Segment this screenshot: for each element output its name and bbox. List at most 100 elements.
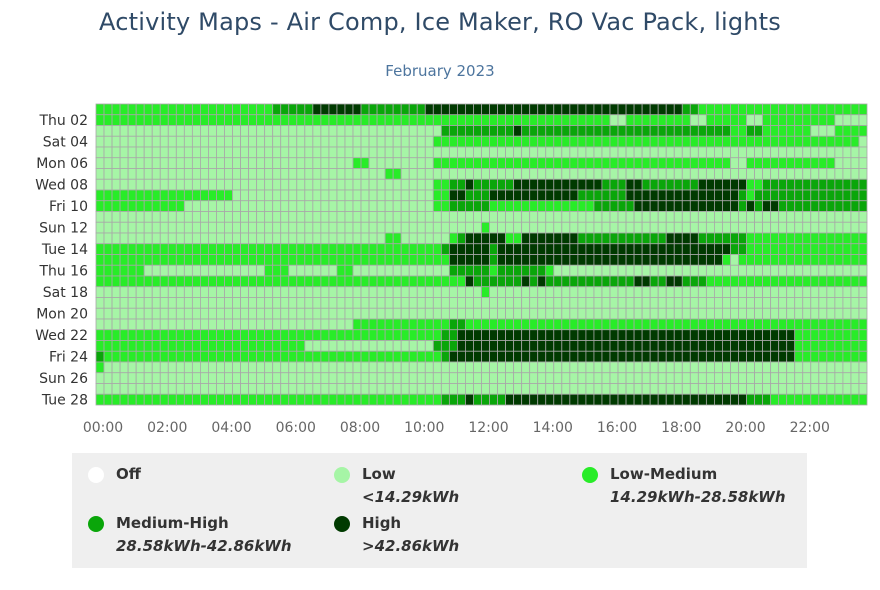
heatmap-cell-low-medium [738, 114, 747, 126]
heatmap-cell-low-medium [191, 189, 201, 202]
heatmap-cell-low [143, 211, 153, 223]
heatmap-cell-low [272, 178, 282, 191]
legend-range-high: >42.86kWh [362, 537, 460, 555]
heatmap-cell-low [794, 146, 804, 159]
heatmap-cell-low [746, 264, 755, 277]
heatmap-cell-low-medium [240, 254, 249, 266]
heatmap-cell-medium-high [633, 232, 643, 245]
heatmap-cell-low [392, 221, 402, 234]
heatmap-cell-high [649, 189, 659, 202]
heatmap-cell-low [416, 189, 426, 202]
heatmap-cell-low-medium [858, 393, 868, 406]
heatmap-cell-low [714, 221, 723, 234]
heatmap-cell-low [400, 372, 410, 384]
heatmap-cell-low-medium [481, 135, 490, 148]
heatmap-cell-low [561, 361, 571, 374]
heatmap-cell-low-medium [681, 157, 691, 169]
heatmap-cell-high [641, 350, 651, 363]
heatmap-cell-low-medium [352, 318, 362, 331]
heatmap-cell-low [103, 307, 113, 320]
heatmap-cell-low [376, 372, 386, 384]
heatmap-cell-low [288, 157, 298, 169]
heatmap-cell-low [95, 178, 105, 191]
heatmap-cell-low-medium [304, 114, 314, 126]
heatmap-cell-low-medium [264, 329, 274, 341]
heatmap-cell-high [529, 254, 539, 266]
heatmap-cell-low [135, 211, 145, 223]
heatmap-cell-low [569, 264, 579, 277]
heatmap-cell-high [328, 103, 338, 116]
heatmap-cell-low-medium [802, 350, 812, 363]
heatmap-cell-low-medium [778, 232, 788, 245]
heatmap-cell-low-medium [320, 350, 330, 363]
heatmap-cell-low-medium [545, 200, 555, 212]
heatmap-cell-low [232, 264, 241, 277]
heatmap-cell-low [167, 318, 177, 331]
heatmap-cell-low [432, 383, 442, 395]
heatmap-cell-low [344, 383, 354, 395]
heatmap-cell-low [312, 189, 322, 202]
heatmap-cell-low [617, 286, 627, 298]
heatmap-cell-high [665, 103, 675, 116]
heatmap-cell-low [304, 307, 314, 320]
heatmap-cell-low-medium [232, 254, 241, 266]
heatmap-cell-low-medium [191, 243, 201, 255]
heatmap-cell-high [553, 232, 563, 245]
heatmap-cell-high [489, 103, 498, 116]
heatmap-cell-high [553, 340, 563, 352]
heatmap-cell-low [256, 168, 266, 180]
heatmap-cell-low [103, 178, 113, 191]
heatmap-cell-low [240, 372, 249, 384]
x-tick-label: 00:00 [83, 420, 123, 436]
heatmap-cell-low-medium [368, 393, 378, 406]
heatmap-cell-low-medium [312, 275, 322, 288]
heatmap-cell-low [288, 178, 298, 191]
heatmap-cell-low-medium [400, 329, 410, 341]
heatmap-cell-high [505, 243, 515, 255]
legend-label-low-medium: Low-Medium [610, 465, 718, 483]
heatmap-cell-low [216, 135, 225, 148]
heatmap-cell-low-medium [842, 350, 852, 363]
heatmap-cell-low-medium [127, 350, 137, 363]
heatmap-cell-high [641, 200, 651, 212]
heatmap-cell-medium-high [529, 264, 539, 277]
heatmap-cell-medium-high [722, 232, 731, 245]
heatmap-cell-low [272, 297, 282, 309]
heatmap-cell-low [585, 383, 595, 395]
heatmap-cell-low [722, 307, 731, 320]
heatmap-cell-medium-high [521, 125, 531, 137]
heatmap-cell-low [216, 157, 225, 169]
heatmap-cell-high [465, 350, 474, 363]
heatmap-cell-low [786, 307, 796, 320]
heatmap-cell-low [826, 168, 836, 180]
heatmap-cell-low [304, 340, 314, 352]
heatmap-cell-low [232, 178, 241, 191]
heatmap-cell-high [561, 178, 571, 191]
heatmap-cell-low [762, 168, 772, 180]
heatmap-cell-low [689, 297, 699, 309]
heatmap-cell-low [392, 189, 402, 202]
heatmap-cell-low [746, 168, 755, 180]
heatmap-cell-low [424, 146, 434, 159]
heatmap-cell-medium-high [657, 275, 667, 288]
heatmap-cell-low-medium [175, 275, 185, 288]
heatmap-cell-low [264, 125, 274, 137]
heatmap-cell-high [561, 340, 571, 352]
heatmap-cell-high [569, 340, 579, 352]
heatmap-cell-low [770, 286, 780, 298]
heatmap-cell-high [601, 243, 611, 255]
heatmap-cell-low [344, 189, 354, 202]
heatmap-cell-low [424, 157, 434, 169]
heatmap-cell-low [119, 307, 129, 320]
heatmap-cell-high [593, 178, 603, 191]
heatmap-cell-low-medium [858, 275, 868, 288]
heatmap-cell-low-medium [183, 243, 193, 255]
heatmap-cell-low [834, 286, 844, 298]
heatmap-cell-medium-high [617, 125, 627, 137]
heatmap-cell-low [473, 286, 482, 298]
heatmap-cell-low [440, 146, 450, 159]
heatmap-cell-low [850, 168, 860, 180]
heatmap-cell-low-medium [352, 157, 362, 169]
heatmap-cell-low [216, 372, 225, 384]
heatmap-cell-low [328, 178, 338, 191]
